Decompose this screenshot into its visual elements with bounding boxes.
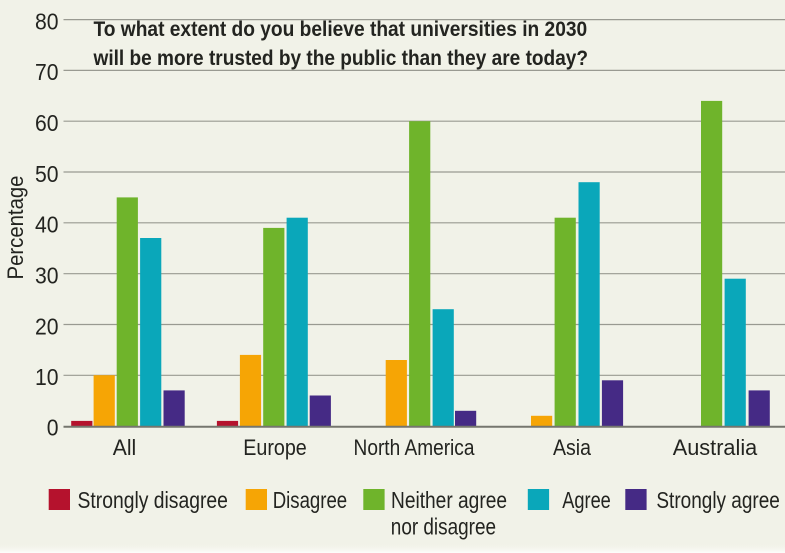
svg-text:Europe: Europe	[243, 436, 306, 460]
svg-text:30: 30	[35, 263, 59, 289]
svg-text:Australia: Australia	[673, 435, 758, 460]
svg-text:To what extent do you believe: To what extent do you believe that unive…	[94, 18, 588, 41]
svg-text:10: 10	[35, 364, 59, 390]
svg-text:Percentage: Percentage	[4, 176, 28, 280]
svg-text:20: 20	[35, 313, 59, 339]
svg-text:60: 60	[35, 110, 59, 136]
svg-text:Strongly disagree: Strongly disagree	[78, 487, 228, 513]
svg-text:0: 0	[47, 415, 59, 441]
svg-text:Disagree: Disagree	[273, 488, 347, 513]
svg-text:50: 50	[35, 161, 59, 187]
svg-text:70: 70	[35, 59, 59, 85]
svg-text:80: 80	[35, 9, 59, 35]
svg-text:Neither agree: Neither agree	[391, 488, 507, 513]
svg-text:will be more trusted by the pu: will be more trusted by the public than …	[93, 47, 588, 70]
svg-text:40: 40	[35, 212, 59, 238]
svg-text:Asia: Asia	[553, 436, 591, 461]
svg-text:nor disagree: nor disagree	[391, 515, 496, 540]
svg-text:North America: North America	[354, 436, 475, 461]
svg-text:Agree: Agree	[562, 488, 610, 514]
svg-text:Strongly agree: Strongly agree	[656, 488, 779, 513]
svg-text:All: All	[113, 434, 137, 460]
